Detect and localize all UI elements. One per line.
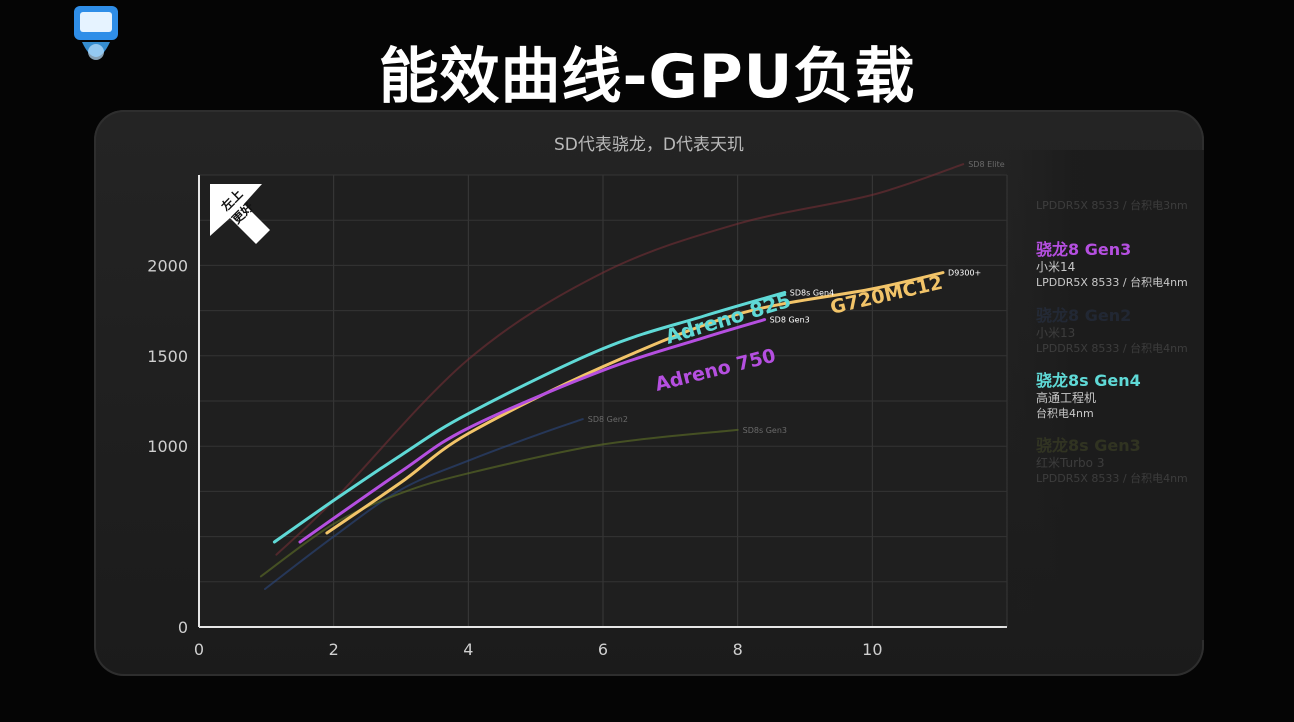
legend-item-spec: LPDDR5X 8533 / 台积电4nm [1036,472,1188,485]
legend-item: 骁龙8s Gen3 红米Turbo 3 LPDDR5X 8533 / 台积电4nm [1036,436,1188,486]
y-tick-label: 1500 [147,347,188,366]
x-tick-label: 4 [463,640,473,659]
series-line-sd8s-gen3 [259,428,739,578]
legend-item-name: 骁龙8s Gen3 [1036,436,1141,455]
series-end-label: D9300+ [948,269,981,278]
legend-item-device: 红米Turbo 3 [1036,456,1105,470]
legend-item-spec: LPDDR5X 8533 / 台积电4nm [1036,276,1188,289]
chart-subtitle: SD代表骁龙，D代表天玑 [554,135,744,155]
legend-item-spec: LPDDR5X 8533 / 台积电3nm [1036,199,1188,212]
series-line-d9300- [325,271,945,535]
legend-item-device: 高通工程机 [1036,391,1097,405]
legend-item-spec: LPDDR5X 8533 / 台积电4nm [1036,342,1188,355]
series-end-label: SD8s Gen4 [790,289,834,298]
series-end-label: SD8 Gen3 [770,316,810,325]
legend-item-spec: 台积电4nm [1036,407,1094,420]
series-end-label: SD8 Elite [968,160,1005,169]
legend-fade [1000,150,1204,640]
legend-item-name: 骁龙8 Gen3 [1036,240,1132,259]
legend-item: 骁龙8 Gen2 小米13 LPDDR5X 8533 / 台积电4nm [1036,306,1188,356]
legend-item: 骁龙8s Gen4 高通工程机台积电4nm [1036,371,1141,421]
series-line-sd8s-gen4 [272,291,787,544]
x-tick-label: 0 [194,640,204,659]
legend-item: 骁龙8 Gen3 小米14 LPDDR5X 8533 / 台积电4nm [1036,240,1188,290]
channel-logo [74,6,118,60]
y-tick-label: 1000 [147,437,188,456]
y-tick-label: 2000 [147,256,188,275]
x-tick-label: 10 [862,640,882,659]
legend-item: LPDDR5X 8533 / 台积电3nm [1036,198,1188,213]
legend: LPDDR5X 8533 / 台积电3nm 骁龙8 Gen3 小米14 LPDDR5X… [1022,170,1204,620]
series-line-sd8-elite [275,163,965,556]
series-line-sd8-gen3 [298,318,767,544]
legend-item-device: 小米13 [1036,326,1076,340]
series-end-label: SD8s Gen3 [743,426,787,435]
legend-item-name: 骁龙8 Gen2 [1036,306,1132,325]
legend-item-device: 小米14 [1036,260,1076,274]
y-tick-label: 0 [178,618,188,637]
page-title: 能效曲线-GPU负载 [378,42,916,112]
x-tick-label: 8 [733,640,743,659]
legend-item-name: 骁龙8s Gen4 [1036,371,1141,390]
series-end-label: SD8 Gen2 [588,415,628,424]
x-tick-label: 6 [598,640,608,659]
series-line-sd8-gen2 [264,418,584,590]
x-tick-label: 2 [329,640,339,659]
